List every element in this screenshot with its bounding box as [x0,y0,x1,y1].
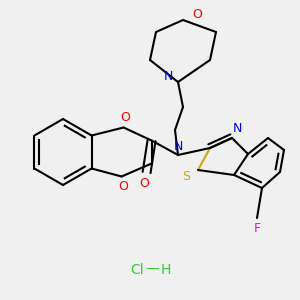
Text: N: N [173,140,183,154]
Text: Cl: Cl [130,263,144,277]
Text: H: H [161,263,171,277]
Text: F: F [254,221,261,235]
Text: O: O [118,180,128,193]
Text: O: O [140,177,149,190]
Text: N: N [232,122,242,134]
Text: O: O [121,111,130,124]
Text: N: N [163,70,173,83]
Text: —: — [145,263,159,277]
Text: S: S [182,169,190,182]
Text: O: O [192,8,202,22]
